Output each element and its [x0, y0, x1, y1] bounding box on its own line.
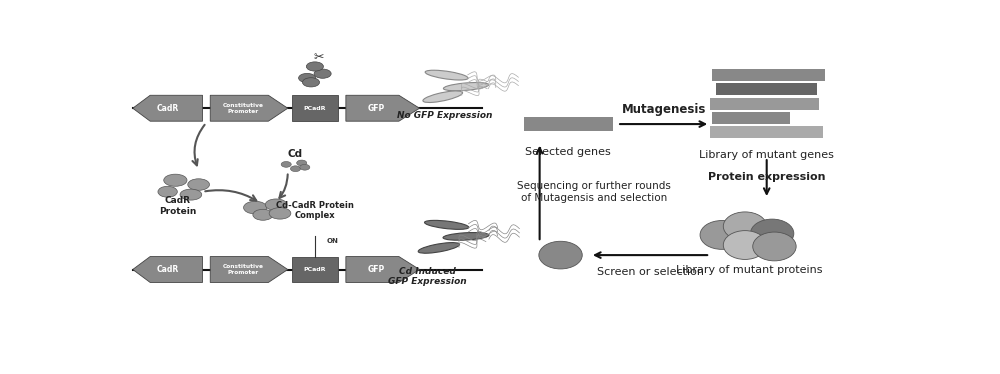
Ellipse shape — [723, 212, 767, 241]
Ellipse shape — [269, 208, 291, 219]
Bar — [712, 112, 790, 124]
Text: Constitutive
Promoter: Constitutive Promoter — [223, 103, 264, 114]
Bar — [712, 69, 825, 81]
Ellipse shape — [253, 209, 273, 220]
Text: Cd: Cd — [288, 149, 303, 159]
Ellipse shape — [300, 165, 310, 170]
Bar — [716, 83, 817, 95]
Ellipse shape — [723, 231, 767, 260]
Ellipse shape — [306, 62, 323, 71]
Text: CadR: CadR — [156, 104, 179, 113]
Text: Cd-CadR Protein
Complex: Cd-CadR Protein Complex — [276, 201, 354, 220]
Text: CadR: CadR — [156, 265, 179, 274]
Text: Constitutive
Promoter: Constitutive Promoter — [223, 264, 264, 275]
Text: Sequencing or further rounds
of Mutagensis and selection: Sequencing or further rounds of Mutagens… — [517, 181, 671, 203]
Text: PCadR: PCadR — [304, 106, 326, 111]
Ellipse shape — [281, 162, 291, 167]
Ellipse shape — [265, 199, 287, 211]
Text: PCadR: PCadR — [304, 267, 326, 272]
Text: No GFP Expression: No GFP Expression — [397, 111, 493, 120]
FancyArrow shape — [210, 95, 288, 121]
Text: ✂: ✂ — [314, 51, 324, 64]
Ellipse shape — [314, 69, 331, 78]
Ellipse shape — [423, 91, 463, 102]
Text: ON: ON — [326, 238, 338, 244]
Ellipse shape — [425, 220, 469, 229]
Ellipse shape — [302, 78, 320, 87]
Ellipse shape — [425, 70, 468, 80]
Ellipse shape — [158, 186, 177, 197]
Text: Screen or selection: Screen or selection — [597, 267, 704, 277]
Bar — [524, 117, 613, 131]
Text: Mutagenesis: Mutagenesis — [621, 103, 706, 116]
Ellipse shape — [164, 174, 187, 186]
Ellipse shape — [750, 219, 794, 248]
FancyArrow shape — [133, 257, 202, 282]
Text: Cd Induced
GFP Expression: Cd Induced GFP Expression — [388, 267, 467, 286]
Ellipse shape — [753, 232, 796, 261]
Bar — [292, 257, 338, 282]
Bar — [710, 98, 819, 110]
FancyArrow shape — [346, 95, 420, 121]
Ellipse shape — [188, 179, 209, 190]
Text: GFP: GFP — [368, 265, 385, 274]
Ellipse shape — [443, 233, 489, 240]
Text: Library of mutant genes: Library of mutant genes — [699, 150, 834, 160]
Text: Protein expression: Protein expression — [708, 172, 825, 183]
Ellipse shape — [244, 201, 267, 214]
Ellipse shape — [180, 189, 202, 200]
Ellipse shape — [700, 221, 743, 249]
FancyArrow shape — [210, 257, 288, 282]
Text: GFP: GFP — [368, 104, 385, 113]
Text: Library of mutant proteins: Library of mutant proteins — [676, 265, 822, 275]
Ellipse shape — [299, 73, 316, 83]
Bar — [710, 126, 822, 138]
Bar — [292, 95, 338, 121]
Ellipse shape — [297, 160, 307, 166]
Text: CadR
Protein: CadR Protein — [159, 196, 196, 216]
Ellipse shape — [290, 166, 301, 172]
FancyArrow shape — [346, 257, 420, 282]
Ellipse shape — [539, 241, 582, 269]
FancyArrow shape — [133, 95, 202, 121]
Ellipse shape — [418, 243, 460, 253]
Ellipse shape — [443, 83, 489, 91]
Text: Selected genes: Selected genes — [525, 147, 611, 157]
